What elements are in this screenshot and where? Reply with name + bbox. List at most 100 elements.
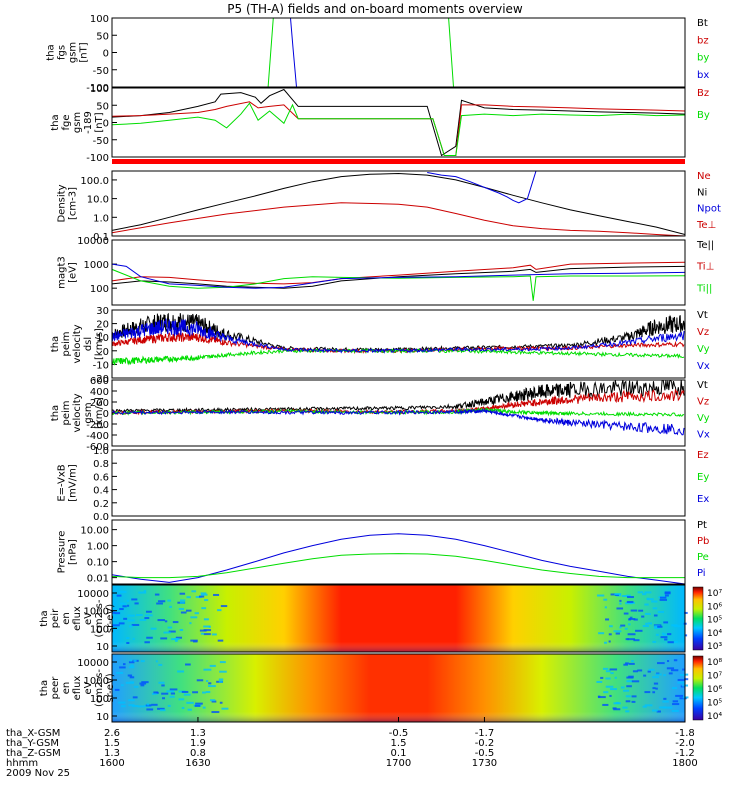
spectrogram-speck: [629, 616, 633, 619]
legend-Npot: Npot: [697, 204, 721, 215]
spectrogram-speck: [195, 702, 203, 705]
spectrogram-speck: [126, 641, 130, 644]
y-axis-label: (cm2-s-: [94, 599, 105, 637]
x-row-value: 1800: [672, 758, 697, 769]
y-tick-label: -400: [86, 431, 109, 442]
x-row-value: 0.1: [391, 748, 407, 759]
spectrogram-speck: [625, 710, 630, 713]
spectrogram-speck: [662, 700, 669, 703]
spectrogram-speck: [647, 670, 651, 673]
y-tick-label: 400: [90, 387, 109, 398]
y-axis-label: [km/s]: [94, 328, 105, 360]
spectrogram-speck: [673, 640, 678, 643]
spectrogram-speck: [631, 695, 637, 698]
spectrogram-speck: [620, 624, 626, 627]
colorbar-label: 10³: [707, 642, 722, 652]
spectrogram-speck: [628, 675, 634, 678]
spectrogram-speck: [167, 704, 171, 707]
spectrogram-speck: [127, 604, 130, 607]
spectrogram-speck: [167, 626, 173, 629]
spectrogram-speck: [603, 691, 609, 694]
y-axis-label: en: [61, 682, 72, 695]
spectrogram-speck: [169, 605, 172, 608]
spectrogram-speck: [192, 691, 199, 694]
spectrogram-speck: [652, 640, 657, 643]
spectrogram-speck: [134, 602, 139, 605]
spectrogram-speck: [659, 596, 667, 599]
spectrogram-speck: [619, 602, 622, 605]
legend-Ey: Ey: [697, 472, 709, 483]
series-Ni: [112, 172, 685, 235]
spectrogram-speck: [652, 676, 659, 679]
spectrogram-speck: [132, 696, 138, 699]
legend-By: By: [697, 110, 710, 121]
x-row-value: 1600: [99, 758, 124, 769]
legend-Ti⊥: Ti⊥: [696, 262, 714, 273]
spectrogram-speck: [172, 621, 179, 624]
spectrogram-speck: [164, 620, 168, 623]
y-axis-label: (cm2-s-: [94, 669, 105, 707]
spectrogram-speck: [162, 697, 166, 700]
spectrogram-speck: [205, 691, 211, 694]
y-axis-label: -189: [83, 111, 94, 134]
y-tick-label: -100: [86, 83, 109, 94]
spectrogram-speck: [155, 660, 158, 663]
spectrogram-speck: [641, 615, 645, 618]
spectrogram-speck: [116, 594, 122, 597]
y-tick-label: 1.00: [87, 542, 109, 553]
spectrogram-speck: [128, 661, 135, 664]
spectrogram-speck: [647, 622, 652, 625]
spectrogram-speck: [625, 662, 629, 665]
y-tick-label: 10000: [77, 589, 109, 600]
spectrogram-speck: [218, 680, 223, 683]
spectrogram-speck: [653, 614, 658, 617]
spectrogram-speck: [158, 663, 163, 666]
plot-area: [112, 312, 685, 366]
spectrogram-speck: [627, 633, 636, 636]
x-row-label: tha_X-GSM: [6, 728, 60, 739]
spectrogram-speck: [160, 637, 168, 640]
spectrogram-speck: [605, 677, 611, 680]
spectrogram-speck: [619, 599, 622, 602]
spectrogram-speck: [667, 641, 674, 644]
series-bx: [290, 18, 297, 87]
spectrogram-speck: [128, 625, 133, 628]
spectrogram-speck: [658, 706, 667, 709]
spectrogram-speck: [114, 688, 120, 691]
x-row-label: tha_Y-GSM: [6, 738, 59, 749]
spectrogram-speck: [194, 704, 201, 707]
y-tick-label: 200: [90, 398, 109, 409]
spectrogram-speck: [145, 610, 152, 613]
colorbar-label: 10⁸: [707, 658, 722, 668]
y-axis-label: [eV]: [68, 262, 79, 283]
spectrogram-speck: [178, 698, 185, 701]
spectrogram-speck: [643, 674, 647, 677]
legend-Vx: Vx: [697, 361, 710, 372]
plot-area: [112, 261, 685, 301]
spectrogram-speck: [675, 694, 684, 697]
spectrogram-speck: [208, 685, 216, 688]
y-axis-label: fge: [61, 114, 72, 130]
spectrogram-speck: [217, 609, 222, 612]
y-tick-label: -600: [86, 442, 109, 453]
x-row-value: 2.6: [104, 728, 120, 739]
spectrogram-speck: [122, 605, 127, 608]
spectrogram-speck: [221, 707, 229, 710]
spectrogram-speck: [625, 695, 631, 698]
plot-area: [112, 171, 685, 236]
panel-frame: [111, 87, 686, 158]
y-axis-label: Density: [57, 184, 68, 222]
y-tick-label: -10: [93, 360, 109, 371]
spectrogram-speck: [631, 660, 634, 663]
y-axis-label: en: [61, 612, 72, 625]
spectrogram-speck: [160, 709, 166, 712]
spectrogram-speck: [180, 611, 187, 614]
spectrogram-speck: [179, 601, 185, 604]
spectrogram-speck: [194, 612, 199, 615]
spectrogram-speck: [642, 705, 647, 708]
spectrogram-speck: [178, 607, 185, 610]
x-row-value: -2.0: [675, 738, 695, 749]
spectrogram-speck: [209, 664, 216, 667]
spectrogram-speck: [119, 666, 126, 669]
spectrogram-speck: [610, 672, 614, 675]
